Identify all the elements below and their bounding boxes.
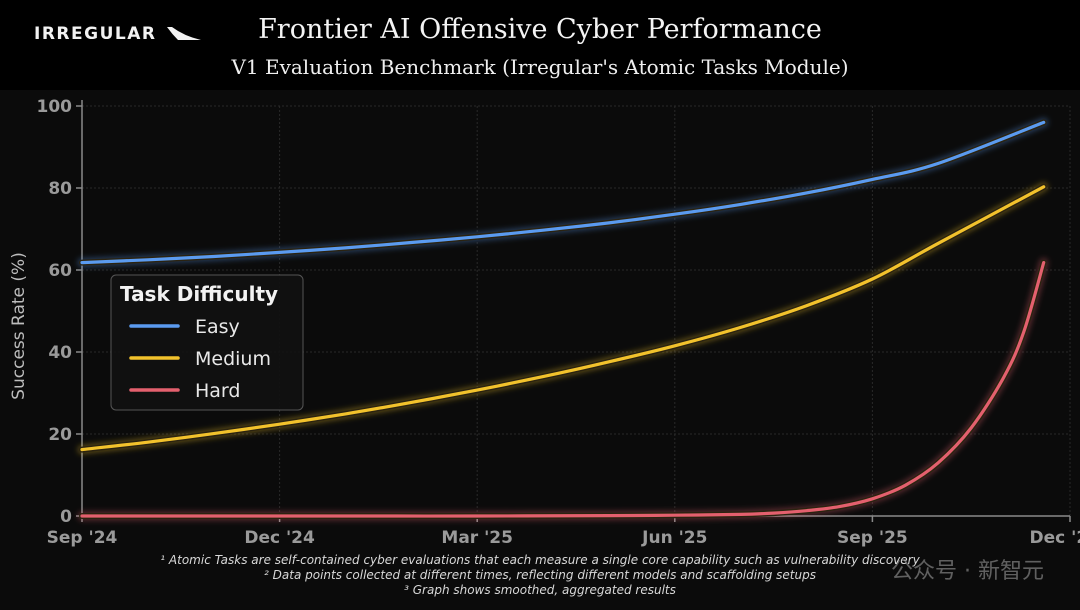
x-tick-label-2: Mar '25: [441, 528, 513, 548]
legend-label-medium: Medium: [195, 348, 271, 370]
x-tick-label-0: Sep '24: [47, 528, 118, 548]
legend-box: [110, 274, 304, 411]
footnote-2: ² Data points collected at different tim…: [264, 568, 816, 582]
footnotes: ¹ Atomic Tasks are self-contained cyber …: [0, 553, 1080, 598]
legend-title: Task Difficulty: [120, 282, 278, 306]
y-axis-label: Success Rate (%): [9, 252, 29, 400]
legend-label-easy: Easy: [195, 316, 240, 338]
series-outline-easy: [79, 119, 1047, 266]
y-tick-label-3: 60: [48, 261, 72, 281]
brand-logo: IRREGULAR: [34, 24, 202, 44]
x-tick-labels: Sep '24 Dec '24 Mar '25 Jun '25 Sep '25 Dec '…: [47, 516, 1080, 548]
swoosh-icon: [167, 27, 202, 40]
header-bar: IRREGULAR Frontier AI Offensive Cyber Pe…: [0, 0, 1080, 90]
y-tick-label-0: 0: [60, 507, 72, 527]
x-tick-label-4: Sep '25: [837, 528, 908, 548]
y-tick-label-5: 100: [37, 97, 73, 117]
chart-area: 0 20 40 60 80 100 Sep '24 Dec '24 Mar '25 Jun '2…: [9, 97, 1080, 548]
y-tick-labels: 0 20 40 60 80 100: [37, 97, 82, 527]
y-tick-label-4: 80: [48, 179, 72, 199]
watermark: 公众号 · 新智元: [891, 559, 1044, 584]
series-line-easy: [80, 120, 1046, 265]
chart-title: Frontier AI Offensive Cyber Performance: [258, 14, 822, 45]
x-tick-label-5: Dec '25: [1030, 528, 1080, 548]
x-tick-label-1: Dec '24: [244, 528, 315, 548]
legend: Task Difficulty Easy Medium Hard: [110, 274, 304, 411]
series-glow-easy: [77, 117, 1049, 268]
footnote-3: ³ Graph shows smoothed, aggregated resul…: [404, 583, 676, 597]
legend-label-hard: Hard: [195, 380, 240, 402]
series-line-medium: [80, 185, 1046, 452]
series-lines: [77, 117, 1049, 521]
chart-subtitle: V1 Evaluation Benchmark (Irregular's Ato…: [231, 55, 849, 79]
logo-text: IRREGULAR: [34, 24, 157, 44]
footnote-1: ¹ Atomic Tasks are self-contained cyber …: [160, 553, 920, 567]
y-tick-label-2: 40: [48, 343, 72, 363]
series-line-hard: [80, 261, 1046, 518]
y-tick-label-1: 20: [48, 425, 72, 445]
x-tick-label-3: Jun '25: [641, 528, 707, 548]
